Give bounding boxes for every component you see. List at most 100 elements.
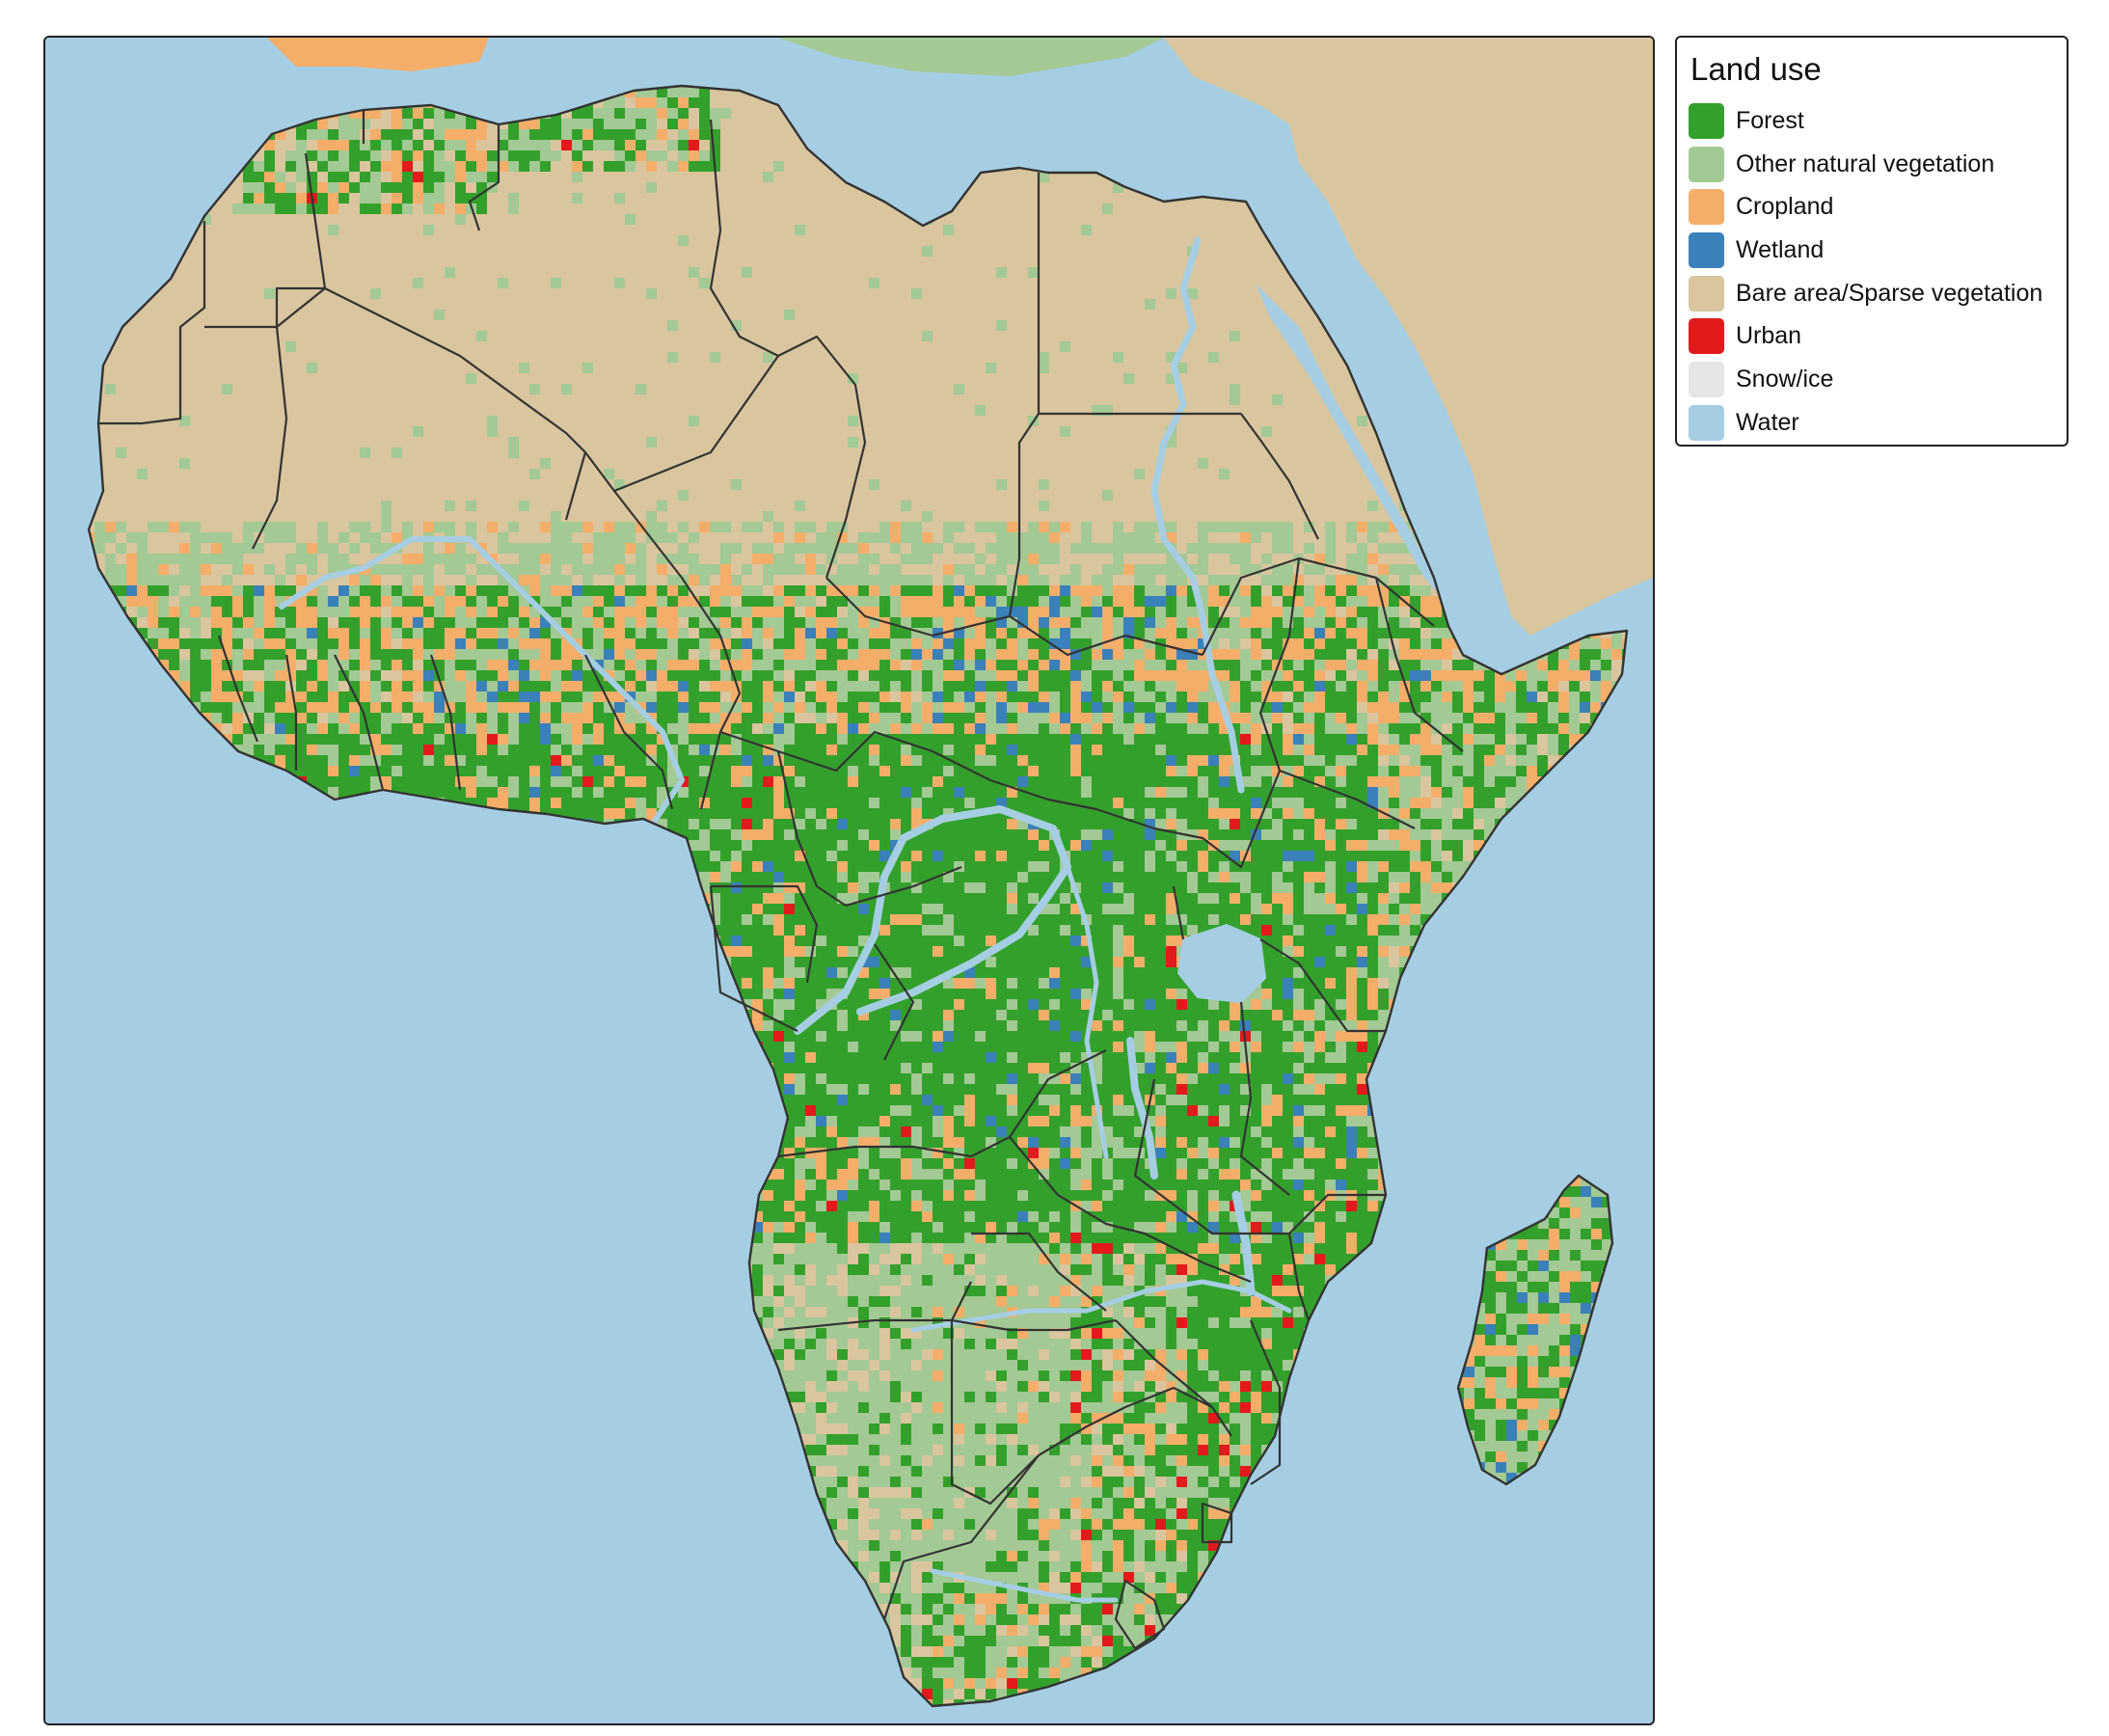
land-cell: [1113, 702, 1123, 713]
land-cell: [763, 638, 773, 649]
land-cell: [211, 713, 222, 723]
land-cell: [275, 203, 285, 214]
land-cell: [678, 235, 689, 246]
land-cell: [826, 670, 837, 681]
land-cell: [763, 575, 773, 585]
land-cell: [784, 638, 795, 649]
land-cell: [742, 596, 752, 607]
land-cell: [646, 723, 657, 734]
land-cell: [890, 543, 901, 554]
land-cell: [1155, 734, 1166, 745]
land-cell: [667, 798, 678, 808]
land-cell: [986, 649, 996, 660]
land-cell: [243, 638, 254, 649]
land-cell: [392, 575, 402, 585]
land-cell: [614, 278, 625, 288]
land-cell: [699, 150, 710, 161]
land-cell: [667, 161, 678, 172]
land-cell: [1590, 670, 1601, 681]
land-cell: [604, 713, 614, 723]
land-cell: [1187, 649, 1198, 660]
land-cell: [699, 87, 710, 97]
land-cell: [1251, 776, 1261, 787]
land-cell: [423, 649, 434, 660]
land-cell: [1007, 734, 1017, 745]
land-cell: [508, 437, 519, 448]
land-cell: [551, 670, 561, 681]
land-cell: [275, 638, 285, 649]
land-cell: [816, 808, 826, 819]
land-cell: [338, 702, 349, 713]
land-cell: [720, 702, 731, 713]
land-cell: [646, 119, 657, 129]
land-cell: [275, 607, 285, 617]
land-cell: [879, 543, 890, 554]
land-cell: [1060, 681, 1070, 692]
land-cell: [1410, 723, 1420, 734]
land-cell: [211, 607, 222, 617]
land-cell: [826, 681, 837, 692]
land-cell: [943, 617, 954, 628]
land-cell: [1463, 681, 1474, 692]
land-cell: [476, 649, 487, 660]
land-cell: [646, 150, 657, 161]
land-cell: [996, 267, 1007, 278]
land-cell: [190, 617, 201, 628]
land-cell: [1580, 670, 1590, 681]
map-panel[interactable]: [43, 36, 1655, 1725]
land-cell: [1505, 745, 1516, 755]
land-cell: [1070, 819, 1081, 829]
land-cell: [858, 554, 869, 564]
land-cell: [1113, 585, 1123, 596]
land-cell: [689, 713, 699, 723]
land-cell: [625, 681, 635, 692]
land-cell: [211, 692, 222, 702]
land-cell: [1176, 713, 1187, 723]
land-cell: [1081, 734, 1092, 745]
land-cell: [848, 575, 858, 585]
land-cell: [445, 713, 455, 723]
land-cell: [933, 766, 943, 776]
land-cell: [275, 617, 285, 628]
land-cell: [911, 564, 922, 575]
land-cell: [254, 702, 264, 713]
land-cell: [392, 670, 402, 681]
land-cell: [413, 628, 423, 638]
land-cell: [455, 150, 466, 161]
land-cell: [1378, 670, 1389, 681]
land-cell: [1102, 745, 1113, 755]
land-cell: [1357, 776, 1367, 787]
land-cell: [752, 522, 763, 532]
land-cell: [582, 129, 593, 140]
land-cell: [1123, 564, 1134, 575]
land-cell: [826, 522, 837, 532]
land-cell: [466, 734, 476, 745]
land-cell: [1548, 723, 1558, 734]
land-cell: [381, 511, 392, 522]
land-cell: [445, 129, 455, 140]
land-cell: [1134, 617, 1145, 628]
land-cell: [699, 617, 710, 628]
africa-land-use-map[interactable]: [45, 38, 1653, 1723]
land-cell: [1283, 734, 1293, 745]
land-cell: [742, 543, 752, 554]
land-cell: [593, 628, 604, 638]
land-cell: [466, 681, 476, 692]
land-cell: [476, 119, 487, 129]
land-cell: [1293, 681, 1304, 692]
land-cell: [1017, 745, 1028, 755]
land-cell: [1007, 766, 1017, 776]
land-cell: [349, 554, 360, 564]
land-cell: [964, 819, 975, 829]
land-cell: [487, 713, 498, 723]
land-cell: [222, 554, 232, 564]
land-cell: [1336, 585, 1346, 596]
land-cell: [349, 193, 360, 203]
land-cell: [901, 808, 911, 819]
land-cell: [264, 564, 275, 575]
land-cell: [158, 522, 169, 532]
land-cell: [211, 670, 222, 681]
land-cell: [657, 543, 667, 554]
land-cell: [911, 628, 922, 638]
land-cell: [1325, 543, 1336, 554]
